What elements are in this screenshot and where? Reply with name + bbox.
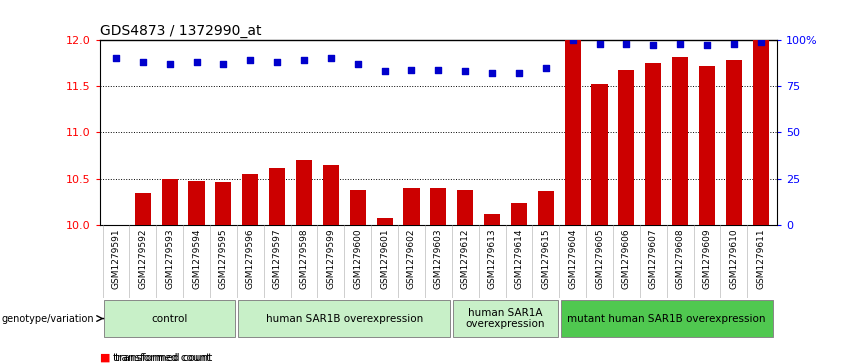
Bar	[242, 174, 259, 225]
Text: GSM1279595: GSM1279595	[219, 229, 228, 289]
Point	[404, 67, 418, 73]
Bar	[538, 191, 554, 225]
Text: GSM1279591: GSM1279591	[111, 229, 121, 289]
Text: GSM1279601: GSM1279601	[380, 229, 389, 289]
Bar	[350, 190, 365, 225]
Text: GSM1279613: GSM1279613	[488, 229, 496, 289]
Text: genotype/variation: genotype/variation	[2, 314, 95, 323]
Point	[431, 67, 445, 73]
Point	[620, 41, 634, 46]
Bar	[753, 40, 769, 225]
Text: GSM1279592: GSM1279592	[138, 229, 148, 289]
Point	[647, 42, 661, 48]
Text: transformed count: transformed count	[115, 353, 213, 363]
Point	[700, 42, 714, 48]
Bar	[135, 193, 151, 225]
Text: GSM1279596: GSM1279596	[246, 229, 255, 289]
Point	[727, 41, 740, 46]
Bar	[672, 57, 688, 225]
Bar	[699, 66, 715, 225]
Text: GSM1279612: GSM1279612	[461, 229, 470, 289]
Text: GSM1279597: GSM1279597	[273, 229, 281, 289]
Text: GSM1279608: GSM1279608	[675, 229, 685, 289]
Text: GSM1279594: GSM1279594	[192, 229, 201, 289]
Point	[485, 70, 499, 76]
Point	[674, 41, 687, 46]
FancyBboxPatch shape	[104, 300, 235, 337]
Point	[512, 70, 526, 76]
Text: GSM1279603: GSM1279603	[434, 229, 443, 289]
Point	[216, 61, 230, 67]
Text: human SAR1B overexpression: human SAR1B overexpression	[266, 314, 423, 323]
Point	[270, 59, 284, 65]
Bar	[564, 40, 581, 225]
Point	[297, 57, 311, 63]
Text: GSM1279604: GSM1279604	[569, 229, 577, 289]
Text: GSM1279611: GSM1279611	[756, 229, 766, 289]
FancyBboxPatch shape	[238, 300, 450, 337]
Bar	[726, 60, 742, 225]
Text: GSM1279605: GSM1279605	[595, 229, 604, 289]
Bar	[323, 165, 339, 225]
Text: GSM1279593: GSM1279593	[165, 229, 174, 289]
Bar	[645, 63, 661, 225]
Point	[136, 59, 150, 65]
Point	[189, 59, 203, 65]
FancyBboxPatch shape	[453, 300, 558, 337]
Text: GSM1279609: GSM1279609	[702, 229, 712, 289]
Text: GSM1279600: GSM1279600	[353, 229, 362, 289]
Bar	[296, 160, 312, 225]
Bar	[269, 168, 286, 225]
Text: GSM1279606: GSM1279606	[621, 229, 631, 289]
Text: GSM1279599: GSM1279599	[326, 229, 335, 289]
Bar	[591, 84, 608, 225]
Point	[243, 57, 257, 63]
Bar	[215, 182, 232, 225]
Point	[324, 56, 338, 61]
FancyBboxPatch shape	[561, 300, 773, 337]
Text: mutant human SAR1B overexpression: mutant human SAR1B overexpression	[568, 314, 766, 323]
Point	[593, 41, 607, 46]
Text: GSM1279610: GSM1279610	[729, 229, 739, 289]
Text: control: control	[152, 314, 187, 323]
Text: GSM1279614: GSM1279614	[515, 229, 523, 289]
Point	[351, 61, 365, 67]
Text: GSM1279615: GSM1279615	[542, 229, 550, 289]
Text: GSM1279607: GSM1279607	[648, 229, 658, 289]
Text: GSM1279602: GSM1279602	[407, 229, 416, 289]
Bar	[511, 203, 527, 225]
Bar	[484, 214, 500, 225]
Bar	[457, 190, 473, 225]
Text: GDS4873 / 1372990_at: GDS4873 / 1372990_at	[100, 24, 261, 37]
Point	[539, 65, 553, 70]
Bar	[431, 188, 446, 225]
Bar	[377, 218, 392, 225]
Text: human SAR1A
overexpression: human SAR1A overexpression	[466, 308, 545, 329]
Bar	[618, 70, 635, 225]
Text: ■ transformed count: ■ transformed count	[100, 353, 210, 363]
Bar	[188, 181, 205, 225]
Point	[753, 39, 767, 45]
Text: ■: ■	[100, 353, 110, 363]
Text: GSM1279598: GSM1279598	[299, 229, 308, 289]
Bar	[404, 188, 419, 225]
Point	[162, 61, 176, 67]
Point	[458, 69, 472, 74]
Point	[378, 69, 391, 74]
Point	[109, 56, 123, 61]
Point	[566, 37, 580, 43]
Bar	[161, 179, 178, 225]
